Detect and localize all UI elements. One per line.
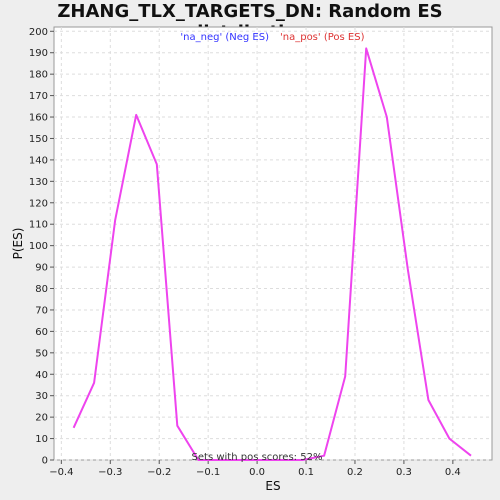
y-tick-label: 130 [29,177,48,188]
y-tick-label: 160 [29,113,48,124]
x-tick-label: −0.4 [49,467,73,478]
y-axis-label: P(ES) [11,228,25,260]
y-tick-label: 120 [29,198,48,209]
y-tick-label: 80 [35,284,48,295]
series-line [72,47,472,461]
x-tick-label: −0.2 [147,467,171,478]
series-layer [72,47,472,461]
y-tick-label: 200 [29,27,48,38]
y-tick-label: 100 [29,241,48,252]
pos-scores-annotation: Sets with pos scores: 52% [192,452,323,463]
y-tick-label: 170 [29,91,48,102]
y-tick-label: 50 [35,348,48,359]
y-tick-label: 150 [29,134,48,145]
y-tick-label: 60 [35,327,48,338]
x-tick-label: 0.4 [445,467,461,478]
y-tick-label: 40 [35,370,48,381]
y-tick-label: 110 [29,220,48,231]
y-tick-label: 190 [29,48,48,59]
y-tick-label: 20 [35,413,48,424]
x-tick-label: −0.1 [196,467,220,478]
plot-area [53,26,493,461]
y-tick-label: 0 [42,456,48,467]
axes: 0 10 20 30 40 50 60 70 80 90 100 110 120 130 140 150 160… [29,27,461,478]
y-tick-label: 70 [35,305,48,316]
legend-entry-neg: 'na_neg' (Neg ES) [180,32,269,43]
y-tick-label: 140 [29,155,48,166]
x-axis-label: ES [265,479,280,493]
x-tick-label: 0.1 [298,467,314,478]
x-tick-label: 0.0 [249,467,265,478]
grid-lines [54,27,492,461]
y-tick-label: 180 [29,70,48,81]
x-tick-label: 0.2 [347,467,363,478]
x-tick-label: 0.3 [396,467,412,478]
y-tick-label: 10 [35,434,48,445]
legend-entry-pos: 'na_pos' (Pos ES) [280,32,365,43]
x-tick-label: −0.3 [98,467,122,478]
y-tick-label: 90 [35,263,48,274]
y-tick-label: 30 [35,391,48,402]
